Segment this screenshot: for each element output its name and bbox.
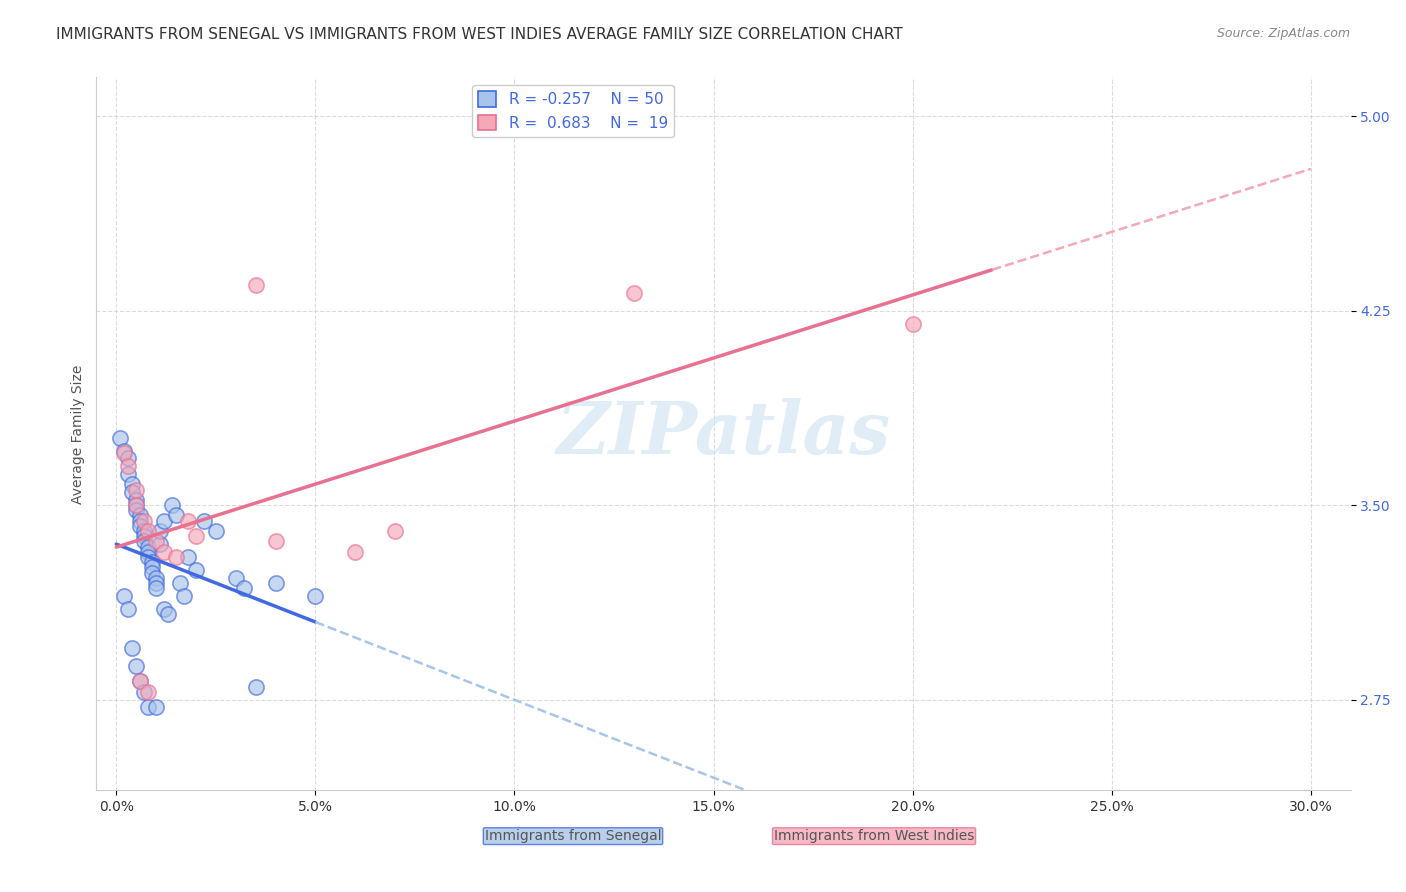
Text: Immigrants from Senegal: Immigrants from Senegal <box>485 830 661 843</box>
Point <box>136 700 159 714</box>
Point <box>134 529 156 543</box>
Point <box>121 485 143 500</box>
Point <box>304 589 326 603</box>
Point <box>384 524 406 538</box>
Point <box>125 483 148 497</box>
Point <box>136 549 159 564</box>
Point <box>245 680 267 694</box>
Point <box>145 581 167 595</box>
Point <box>264 575 287 590</box>
Point <box>184 563 207 577</box>
Point <box>125 492 148 507</box>
Point <box>225 571 247 585</box>
Point <box>184 529 207 543</box>
Point <box>232 581 254 595</box>
Point <box>153 602 176 616</box>
Point <box>134 524 156 538</box>
Point <box>117 602 139 616</box>
Point <box>129 519 152 533</box>
Point <box>145 534 167 549</box>
Point <box>117 467 139 481</box>
Point <box>245 277 267 292</box>
Point <box>110 431 132 445</box>
Point <box>145 571 167 585</box>
Point <box>136 545 159 559</box>
Point <box>149 524 172 538</box>
Point <box>157 607 180 621</box>
Point <box>177 549 200 564</box>
Point <box>344 545 367 559</box>
Point <box>121 477 143 491</box>
Point <box>136 524 159 538</box>
Point <box>901 317 924 331</box>
Point <box>117 451 139 466</box>
Point <box>153 514 176 528</box>
Point <box>149 537 172 551</box>
Y-axis label: Average Family Size: Average Family Size <box>72 364 86 503</box>
Point <box>177 514 200 528</box>
Point <box>134 514 156 528</box>
Point <box>129 508 152 523</box>
Point <box>145 700 167 714</box>
Point <box>153 545 176 559</box>
Point <box>134 684 156 698</box>
Point <box>125 503 148 517</box>
Point <box>173 589 195 603</box>
Point <box>145 575 167 590</box>
Point <box>129 514 152 528</box>
Point <box>125 498 148 512</box>
Text: Immigrants from West Indies: Immigrants from West Indies <box>773 830 974 843</box>
Point <box>193 514 215 528</box>
Point <box>121 640 143 655</box>
Point <box>204 524 226 538</box>
Point <box>125 658 148 673</box>
Point <box>136 684 159 698</box>
Point <box>112 443 135 458</box>
Text: IMMIGRANTS FROM SENEGAL VS IMMIGRANTS FROM WEST INDIES AVERAGE FAMILY SIZE CORRE: IMMIGRANTS FROM SENEGAL VS IMMIGRANTS FR… <box>56 27 903 42</box>
Legend: R = -0.257    N = 50, R =  0.683    N =  19: R = -0.257 N = 50, R = 0.683 N = 19 <box>472 85 673 136</box>
Point <box>160 498 183 512</box>
Point <box>112 589 135 603</box>
Point <box>129 674 152 689</box>
Point <box>141 566 163 580</box>
Point <box>125 498 148 512</box>
Point <box>165 508 187 523</box>
Text: Source: ZipAtlas.com: Source: ZipAtlas.com <box>1216 27 1350 40</box>
Text: ZIPatlas: ZIPatlas <box>557 399 890 469</box>
Point <box>165 549 187 564</box>
Point <box>623 285 645 300</box>
Point <box>141 555 163 569</box>
Point <box>117 459 139 474</box>
Point <box>134 534 156 549</box>
Point <box>264 534 287 549</box>
Point <box>129 674 152 689</box>
Point <box>112 446 135 460</box>
Point <box>136 540 159 554</box>
Point <box>169 575 191 590</box>
Point <box>141 560 163 574</box>
